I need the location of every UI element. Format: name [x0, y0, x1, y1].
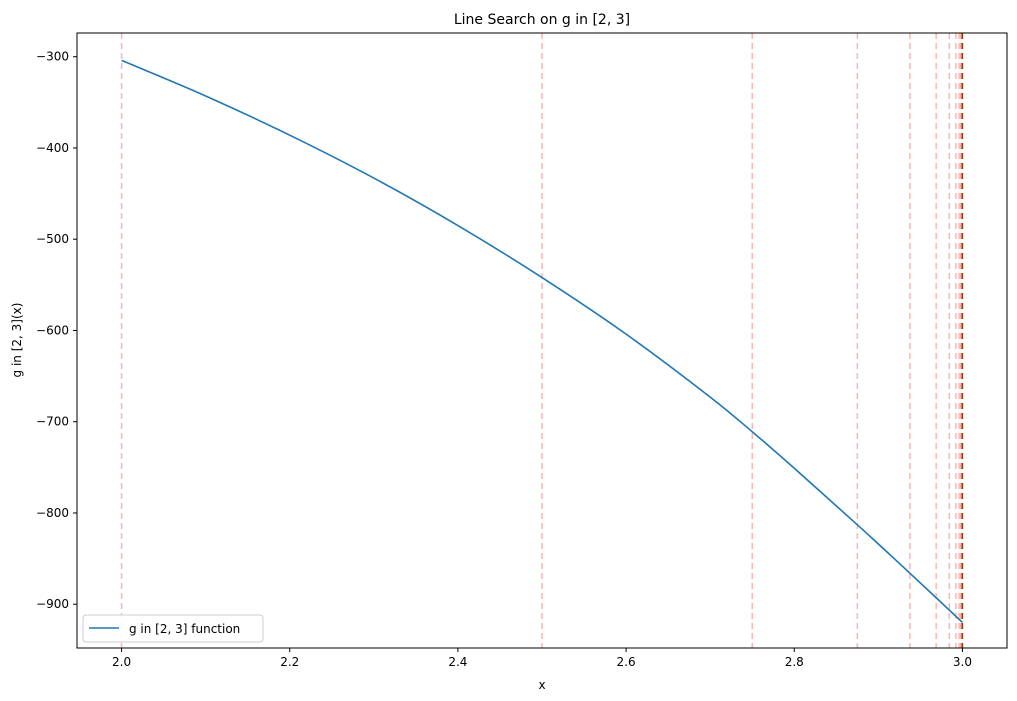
x-axis: 2.0 2.2 2.4 2.6 2.8 3.0	[112, 648, 972, 669]
legend-label: g in [2, 3] function	[129, 622, 240, 636]
y-tick-label: −700	[36, 415, 69, 429]
y-tick-label: −600	[36, 323, 69, 337]
x-tick-label: 2.4	[448, 655, 467, 669]
x-tick-label: 2.2	[280, 655, 299, 669]
y-axis: −300 −400 −500 −600 −700 −800 −900	[36, 50, 77, 611]
x-tick-label: 2.8	[785, 655, 804, 669]
y-tick-label: −300	[36, 50, 69, 64]
legend: g in [2, 3] function	[82, 614, 264, 643]
x-tick-label: 2.0	[112, 655, 131, 669]
search-lines	[120, 33, 964, 648]
y-tick-label: −500	[36, 232, 69, 246]
y-tick-label: −800	[36, 506, 69, 520]
series-layer	[121, 59, 963, 624]
y-axis-label: g in [2, 3](x)	[10, 303, 24, 378]
legend-box	[82, 614, 264, 643]
x-axis-label: x	[538, 678, 545, 692]
series-line	[121, 59, 963, 624]
x-tick-label: 2.6	[617, 655, 636, 669]
plot-frame	[76, 32, 1008, 649]
chart-title: Line Search on g in [2, 3]	[454, 12, 630, 28]
y-tick-label: −900	[36, 597, 69, 611]
y-tick-label: −400	[36, 141, 69, 155]
x-tick-label: 3.0	[953, 655, 972, 669]
